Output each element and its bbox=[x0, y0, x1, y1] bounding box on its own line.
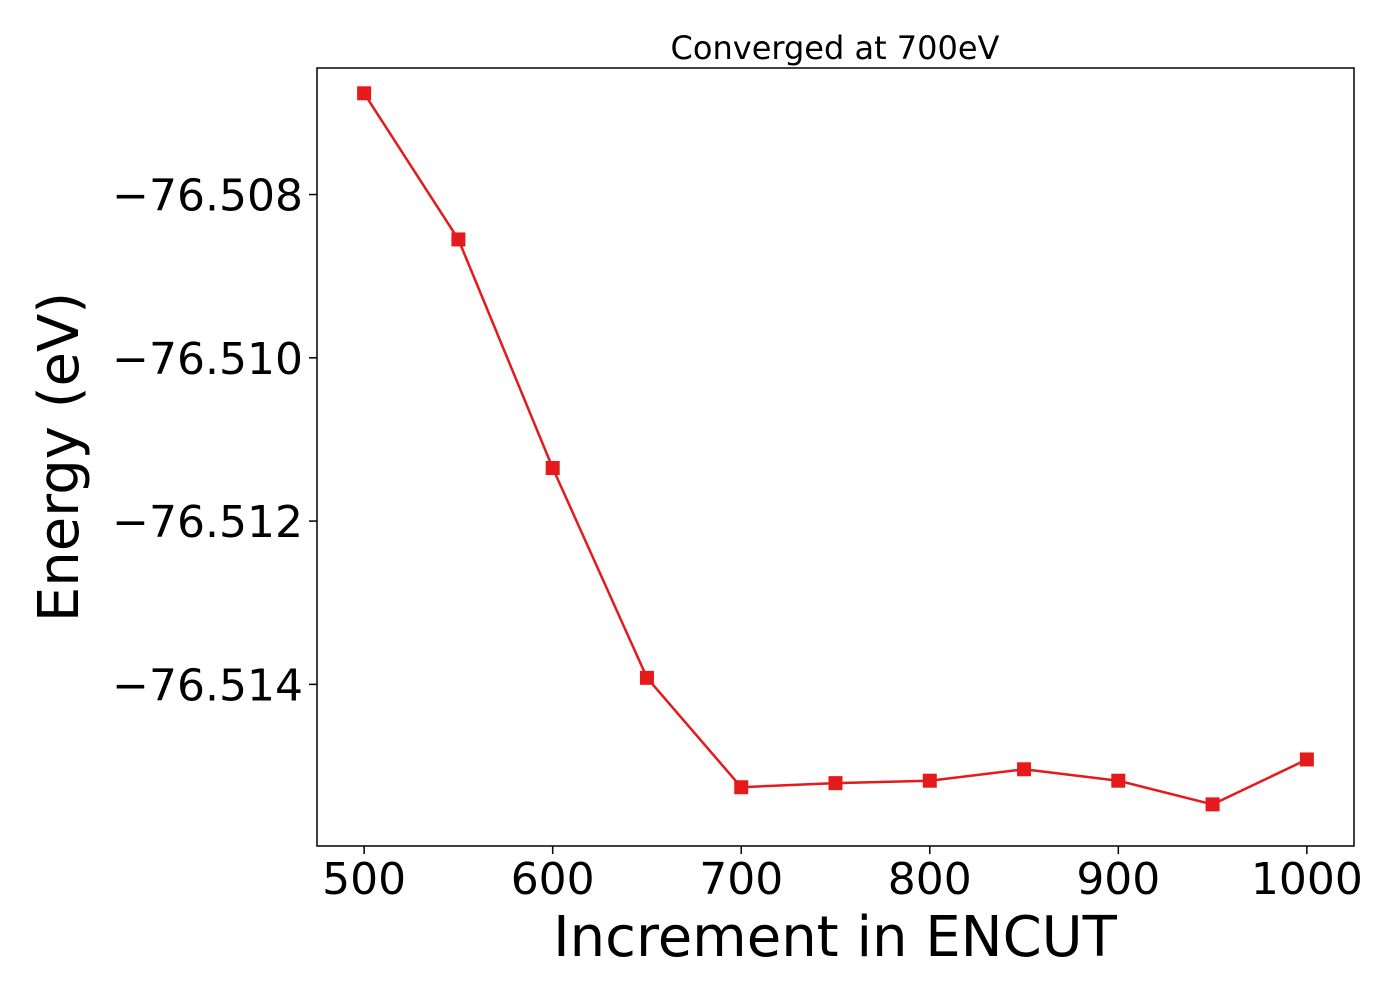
y-axis-label: Energy (eV) bbox=[27, 292, 92, 622]
x-tick-label: 800 bbox=[888, 854, 972, 905]
y-tick-label: −76.510 bbox=[112, 334, 303, 385]
x-tick-label: 900 bbox=[1076, 854, 1160, 905]
data-point-550 bbox=[451, 232, 466, 247]
data-point-600 bbox=[545, 461, 560, 476]
data-point-700 bbox=[734, 780, 749, 795]
data-point-1000 bbox=[1299, 752, 1314, 767]
data-point-750 bbox=[828, 776, 843, 791]
chart-title: Converged at 700eV bbox=[671, 29, 1000, 67]
data-point-500 bbox=[357, 86, 372, 101]
x-axis: 500 600 700 800 900 1000 bbox=[322, 846, 1363, 905]
plot-area bbox=[357, 86, 1314, 812]
x-axis-label: Increment in ENCUT bbox=[553, 905, 1118, 970]
plot-frame bbox=[316, 67, 1355, 847]
x-tick-label: 500 bbox=[322, 854, 406, 905]
y-tick-label: −76.512 bbox=[112, 497, 303, 548]
data-point-800 bbox=[922, 773, 937, 788]
y-axis: −76.508 −76.510 −76.512 −76.514 bbox=[112, 171, 317, 711]
data-point-650 bbox=[639, 670, 654, 685]
y-tick-label: −76.514 bbox=[112, 660, 303, 711]
y-tick-label: −76.508 bbox=[112, 171, 303, 222]
data-point-900 bbox=[1111, 773, 1126, 788]
x-tick-label: 1000 bbox=[1251, 854, 1363, 905]
data-point-850 bbox=[1017, 762, 1032, 777]
x-tick-label: 600 bbox=[511, 854, 595, 905]
data-point-950 bbox=[1205, 797, 1220, 812]
x-tick-label: 700 bbox=[699, 854, 783, 905]
